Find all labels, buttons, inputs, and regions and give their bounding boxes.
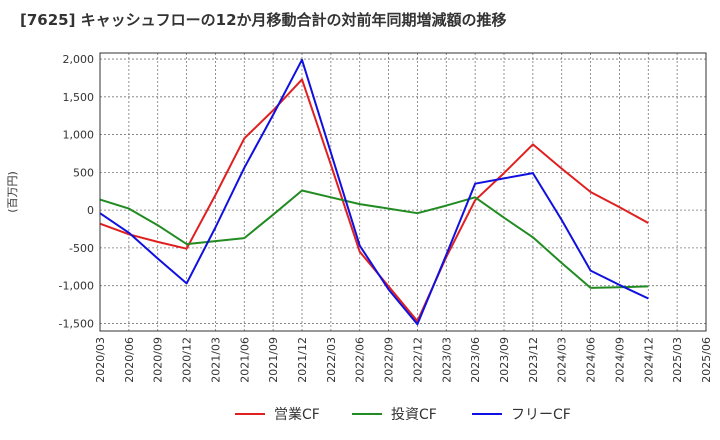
series-line xyxy=(99,189,649,289)
x-tick-label: 2020/09 xyxy=(152,337,165,383)
x-tick-label: 2024/03 xyxy=(556,337,569,383)
y-tick-label: -1,500 xyxy=(59,317,94,330)
x-tick-label: 2020/06 xyxy=(123,337,136,383)
legend-label: 投資CF xyxy=(391,407,437,423)
x-tick-label: 2022/09 xyxy=(383,337,396,383)
x-tick-label: 2024/12 xyxy=(642,337,655,383)
x-axis-ticks: 2020/03 2020/06 2020/09 2020/12 2021/03 2021/… xyxy=(94,337,713,383)
y-tick-label: -500 xyxy=(69,242,94,255)
series-line xyxy=(99,78,649,323)
x-tick-label: 2023/09 xyxy=(498,337,511,383)
x-tick-label: 2020/12 xyxy=(181,337,194,383)
grid xyxy=(99,53,707,331)
x-tick-label: 2021/06 xyxy=(238,337,251,383)
y-tick-label: 1,000 xyxy=(63,129,95,142)
x-tick-label: 2025/03 xyxy=(671,337,684,383)
x-tick-label: 2021/03 xyxy=(209,337,222,383)
x-tick-label: 2024/09 xyxy=(613,337,626,383)
y-tick-label: 500 xyxy=(73,166,94,179)
series-lines xyxy=(99,58,649,326)
x-tick-label: 2025/06 xyxy=(700,337,713,383)
legend: 営業CF 投資CF フリーCF xyxy=(235,407,571,423)
chart-title: [7625] キャッシュフローの12か月移動合計の対前年同期増減額の推移 xyxy=(20,11,507,29)
y-tick-label: 2,000 xyxy=(63,53,95,66)
x-tick-label: 2023/03 xyxy=(440,337,453,383)
x-tick-label: 2023/12 xyxy=(527,337,540,383)
x-tick-label: 2024/06 xyxy=(585,337,598,383)
x-tick-label: 2022/06 xyxy=(354,337,367,383)
y-axis-label: (百万円) xyxy=(6,171,19,213)
x-tick-label: 2021/12 xyxy=(296,337,309,383)
y-axis-ticks: 2,000 1,500 1,000 500 0 -500 -1,000 -1,500 xyxy=(59,53,94,330)
x-tick-label: 2023/06 xyxy=(469,337,482,383)
x-tick-label: 2022/03 xyxy=(325,337,338,383)
legend-label: 営業CF xyxy=(274,407,320,423)
legend-label: フリーCF xyxy=(511,407,571,423)
series-line xyxy=(99,58,649,326)
x-tick-label: 2021/09 xyxy=(267,337,280,383)
y-tick-label: -1,000 xyxy=(59,280,94,293)
x-tick-label: 2020/03 xyxy=(94,337,107,383)
x-tick-label: 2022/12 xyxy=(411,337,424,383)
plot-frame xyxy=(99,52,707,332)
y-tick-label: 0 xyxy=(87,204,94,217)
y-tick-label: 1,500 xyxy=(63,91,95,104)
